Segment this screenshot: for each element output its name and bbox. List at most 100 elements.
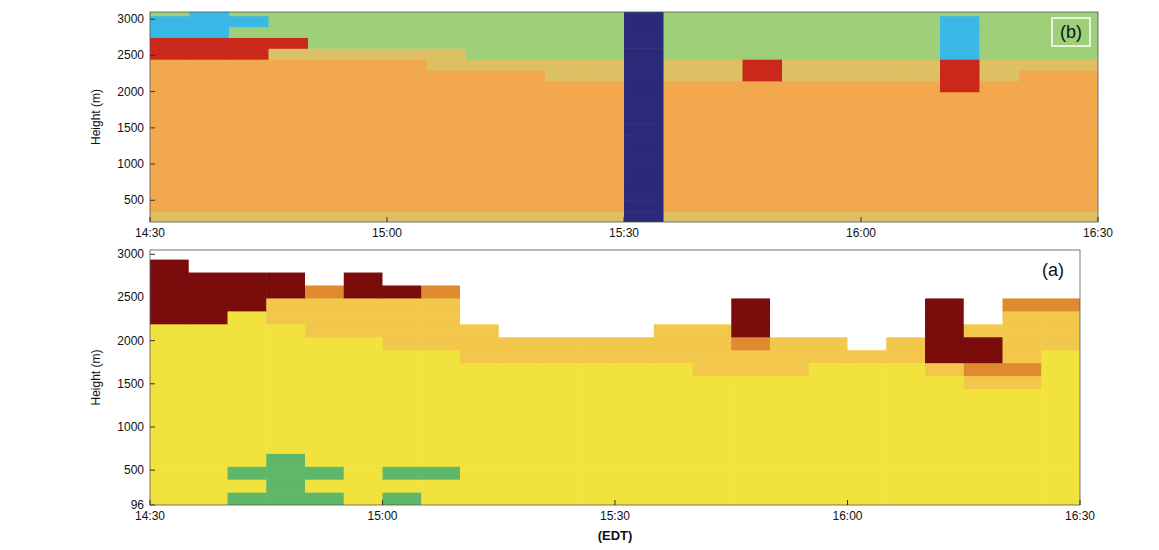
- cell: [427, 26, 467, 37]
- cell: [305, 427, 344, 441]
- cell: [848, 492, 887, 505]
- cell: [861, 179, 901, 190]
- cell: [886, 363, 925, 377]
- cell: [861, 70, 901, 81]
- cell: [150, 168, 190, 179]
- cell: [809, 466, 848, 480]
- cell: [654, 414, 693, 428]
- cell: [654, 259, 693, 273]
- cell: [190, 168, 230, 179]
- cell: [822, 70, 862, 81]
- cell: [266, 337, 305, 351]
- cell: [1059, 48, 1099, 59]
- cell: [266, 479, 305, 493]
- cell: [427, 168, 467, 179]
- cell: [703, 157, 743, 168]
- cell: [615, 492, 654, 505]
- cell: [466, 92, 506, 103]
- y-tick-label: 2000: [117, 85, 144, 99]
- cell: [190, 16, 230, 27]
- cell: [387, 146, 427, 157]
- cell: [1019, 92, 1059, 103]
- cell: [693, 285, 732, 299]
- y-tick-label: 2500: [117, 48, 144, 62]
- cell: [266, 453, 305, 467]
- cell: [664, 92, 704, 103]
- cell: [545, 48, 585, 59]
- cell: [585, 168, 625, 179]
- cell: [861, 124, 901, 135]
- cell: [770, 311, 809, 325]
- cell: [466, 124, 506, 135]
- y-tick-label: 96: [131, 498, 145, 512]
- cell: [1041, 376, 1080, 390]
- cell: [506, 124, 546, 135]
- cell: [305, 466, 344, 480]
- cell: [964, 479, 1003, 493]
- cell: [308, 81, 348, 92]
- cell: [538, 388, 577, 402]
- cell: [305, 414, 344, 428]
- cell: [229, 81, 269, 92]
- cell: [427, 81, 467, 92]
- cell: [229, 59, 269, 70]
- cell: [1003, 324, 1042, 338]
- cell: [1041, 337, 1080, 351]
- cell: [229, 189, 269, 200]
- cell: [150, 103, 190, 114]
- cell: [693, 250, 732, 260]
- cell: [731, 414, 770, 428]
- cell: [703, 103, 743, 114]
- cell: [861, 26, 901, 37]
- cell: [743, 103, 783, 114]
- cell: [466, 37, 506, 48]
- cell: [782, 200, 822, 211]
- cell: [348, 81, 388, 92]
- cell: [1059, 92, 1099, 103]
- cell: [693, 401, 732, 415]
- cell: [654, 492, 693, 505]
- cell: [624, 124, 664, 135]
- cell: [886, 414, 925, 428]
- cell: [822, 37, 862, 48]
- cell: [538, 363, 577, 377]
- cell: [886, 259, 925, 273]
- cell: [615, 453, 654, 467]
- cell: [421, 259, 460, 273]
- cell: [545, 179, 585, 190]
- cell: [731, 350, 770, 364]
- cell: [861, 189, 901, 200]
- cell: [545, 70, 585, 81]
- cell: [538, 337, 577, 351]
- x-tick: [150, 500, 151, 505]
- cell: [743, 92, 783, 103]
- cell: [901, 70, 941, 81]
- cell: [383, 479, 422, 493]
- cell: [1059, 70, 1099, 81]
- cell: [344, 259, 383, 273]
- cell: [229, 92, 269, 103]
- cell: [654, 388, 693, 402]
- cell: [308, 157, 348, 168]
- cell: [1059, 12, 1099, 16]
- cell: [460, 440, 499, 454]
- cell: [466, 26, 506, 37]
- cell: [576, 272, 615, 286]
- cell: [809, 453, 848, 467]
- cell: [308, 135, 348, 146]
- cell: [964, 337, 1003, 351]
- cell: [980, 16, 1020, 27]
- cell: [344, 250, 383, 260]
- x-tick-label: 15:30: [609, 226, 639, 240]
- cell: [1019, 135, 1059, 146]
- cell: [615, 324, 654, 338]
- cell: [150, 363, 189, 377]
- cell: [545, 103, 585, 114]
- cell: [189, 298, 228, 312]
- cell: [228, 453, 267, 467]
- cell: [585, 81, 625, 92]
- cell: [861, 48, 901, 59]
- cell: [822, 146, 862, 157]
- cell: [940, 146, 980, 157]
- y-tick: [150, 55, 155, 56]
